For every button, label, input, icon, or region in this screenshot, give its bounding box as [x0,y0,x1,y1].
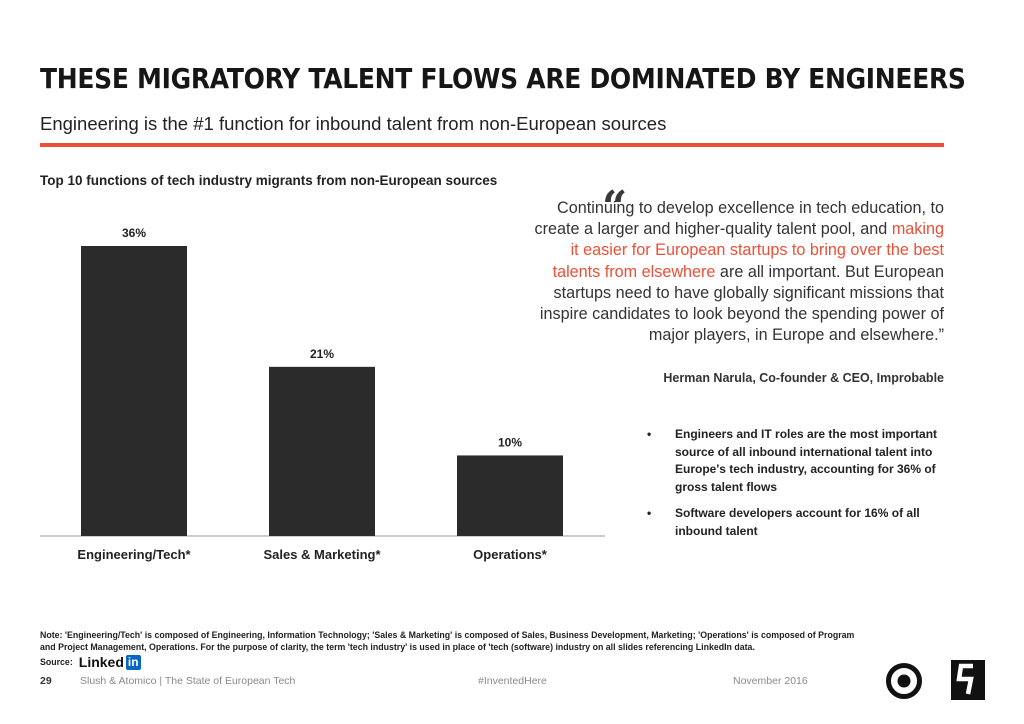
slide-title: THESE MIGRATORY TALENT FLOWS ARE DOMINAT… [40,62,966,95]
slush-logo-icon [886,663,922,699]
page-number: 29 [40,675,52,687]
quote-author: Herman Narula, Co-founder & CEO, Improba… [663,371,944,385]
quote-text-part1: Continuing to develop excellence in tech… [534,199,944,239]
quote-highlight: making it easier for European startups t… [552,220,944,281]
source-row: Source: Linked in [40,654,141,670]
accent-rule [40,143,944,147]
chart-title: Top 10 functions of tech industry migran… [40,173,498,188]
bar-2 [457,455,563,536]
bar-value-label: 10% [498,435,522,449]
quote-mark-icon: “ [602,182,628,233]
category-label: Sales & Marketing* [263,547,381,562]
bar-value-label: 21% [310,347,334,361]
footer-date: November 2016 [733,675,808,687]
footer-source: Slush & Atomico | The State of European … [80,675,296,687]
linkedin-logo: Linked in [79,654,141,670]
category-label: Operations* [473,547,548,562]
linkedin-logo-badge: in [125,654,141,670]
linkedin-logo-text: Linked [78,654,124,670]
source-label: Source: [40,657,73,667]
bar-value-label: 36% [122,226,146,240]
category-label: Engineering/Tech* [77,547,191,562]
atomico-logo-icon [951,660,985,700]
bar-chart: 36% Engineering/Tech* 21% Sales & Marketing… [40,226,605,562]
quote-text-part2: are all important. But European startups… [539,262,944,345]
bullet-item: Software developers account for 16% of a… [645,505,950,540]
bar-0 [81,246,187,536]
quote-block: Continuing to develop excellence in tech… [524,198,944,346]
bullet-item: Engineers and IT roles are the most impo… [645,426,950,496]
bar-1 [269,366,375,536]
bullet-list: Engineers and IT roles are the most impo… [645,426,950,549]
slide-subtitle: Engineering is the #1 function for inbou… [40,113,667,134]
footnote: Note: 'Engineering/Tech' is composed of … [40,630,855,652]
footer-hashtag: #InventedHere [478,675,547,687]
